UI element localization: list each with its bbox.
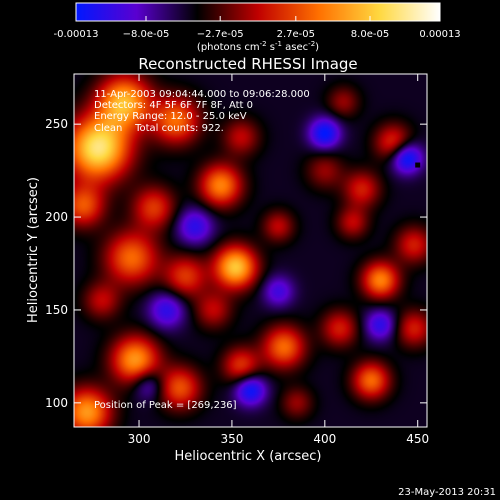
colorbar-tick-label: 0.00013	[419, 29, 460, 40]
y-axis-tick-label: 100	[45, 396, 68, 410]
colorbar-units-label: (photons cm-2 s-1 asec-2)	[197, 40, 319, 53]
peak-position-label: Position of Peak = [269,236]	[94, 400, 237, 411]
x-axis-label: Heliocentric X (arcsec)	[175, 449, 322, 464]
y-axis-label: Heliocentric Y (arcsec)	[26, 177, 41, 323]
chart-title: Reconstructed RHESSI Image	[138, 55, 357, 73]
annotation-energy-range: Energy Range: 12.0 - 25.0 keV	[94, 111, 247, 122]
peak-marker	[415, 162, 421, 168]
colorbar-tick-label: −2.7e-05	[197, 29, 244, 40]
annotation-detectors: Detectors: 4F 5F 6F 7F 8F, Att 0	[94, 100, 253, 111]
colorbar: -0.00013 −8.0e-05 −2.7e-05 2.7e-05 8.0e-05 0.…	[54, 2, 461, 53]
footer-timestamp: 23-May-2013 20:31	[398, 487, 496, 498]
x-axis-tick-label: 400	[313, 432, 336, 446]
annotation-block: 11-Apr-2003 09:04:44.000 to 09:06:28.000…	[94, 89, 310, 134]
y-axis-tick-label: 150	[45, 303, 68, 317]
x-axis-tick-label: 300	[128, 432, 151, 446]
annotation-counts: Clean Total counts: 922.	[94, 123, 224, 134]
colorbar-tick-label: −8.0e-05	[123, 29, 170, 40]
colorbar-tick-label: 2.7e-05	[277, 29, 315, 40]
y-axis-tick-label: 250	[45, 117, 68, 131]
plot-area: 300 350 400 450 100 150 200 250	[45, 73, 429, 446]
colorbar-ticks: -0.00013 −8.0e-05 −2.7e-05 2.7e-05 8.0e-05 0.…	[54, 16, 461, 40]
colorbar-bar	[75, 2, 441, 22]
colorbar-tick-label: -0.00013	[54, 29, 99, 40]
axis-ticks: 300 350 400 450 100 150 200 250	[45, 74, 429, 446]
heatmap-image	[74, 74, 427, 427]
x-axis-tick-label: 350	[220, 432, 243, 446]
x-axis-tick-label: 450	[406, 432, 429, 446]
colorbar-tick-label: 8.0e-05	[351, 29, 389, 40]
annotation-time-range: 11-Apr-2003 09:04:44.000 to 09:06:28.000	[94, 89, 310, 100]
plot-frame	[73, 73, 428, 428]
y-axis-tick-label: 200	[45, 210, 68, 224]
